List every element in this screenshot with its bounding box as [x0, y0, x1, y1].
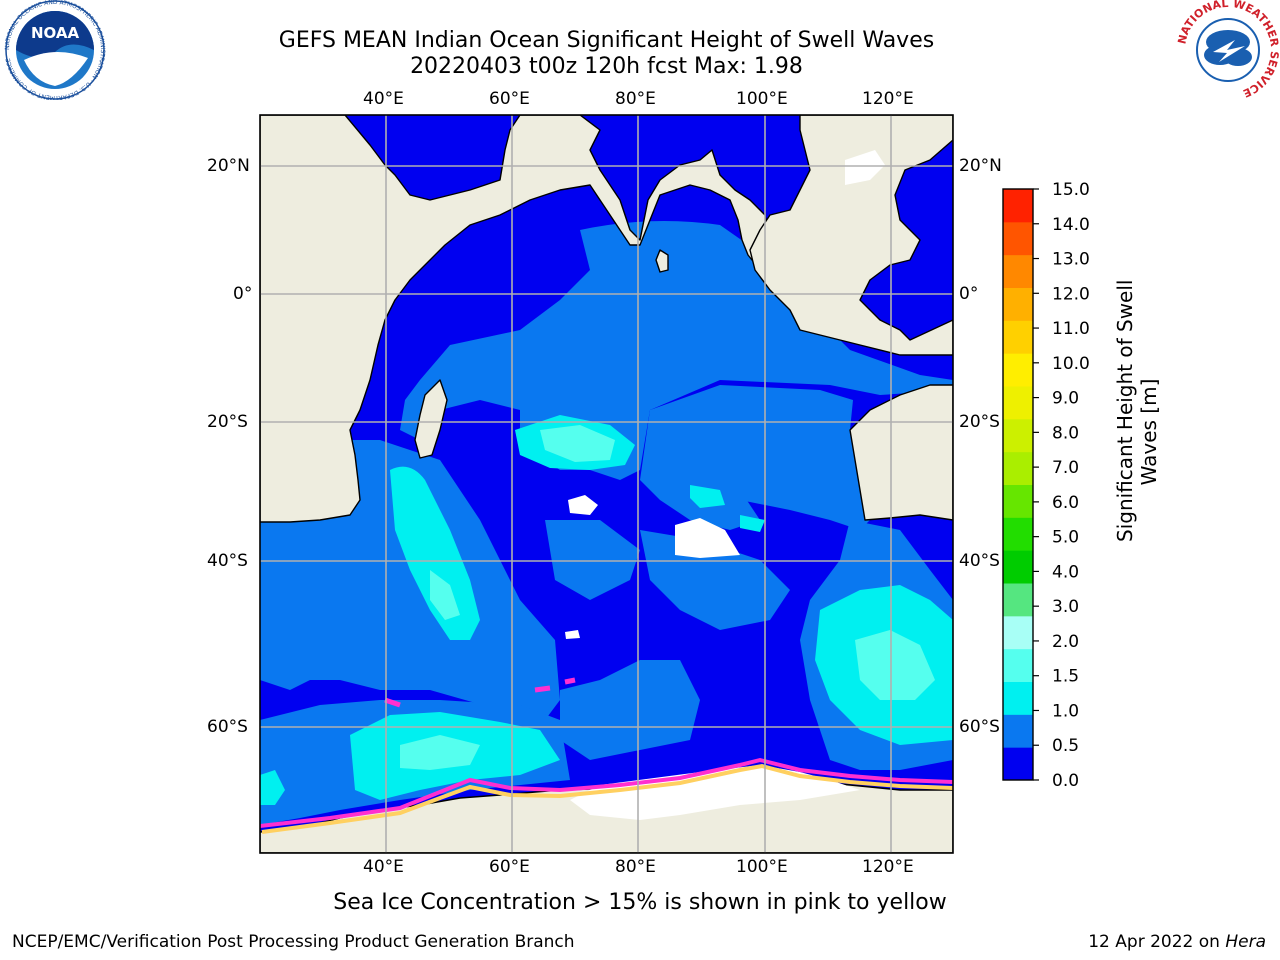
colorbar-segment — [1003, 615, 1033, 650]
colorbar-tick-label: 1.5 — [1052, 667, 1079, 687]
sea-ice-edge — [260, 677, 953, 834]
lon-tick-top-100e: 100°E — [736, 89, 788, 109]
colorbar-tick-label: 13.0 — [1052, 250, 1090, 270]
map-frame — [259, 114, 954, 854]
land-southeast-asia — [749, 115, 953, 356]
colorbar-tick-label: 12.0 — [1052, 284, 1090, 304]
lon-tick-top-60e: 60°E — [489, 89, 530, 109]
colorbar-segment — [1003, 583, 1033, 617]
colorbar-tick-label: 6.0 — [1052, 493, 1079, 513]
nws-logo: NATIONAL WEATHER SERVICE — [1175, 0, 1280, 100]
lat-tick-left-20n: 20°N — [207, 156, 250, 176]
footer-host: Hera — [1225, 932, 1266, 952]
colorbar-tick-label: 10.0 — [1052, 354, 1090, 374]
footer-date: 12 Apr 2022 on — [1088, 932, 1226, 952]
ice-shelf-white — [565, 150, 885, 820]
colorbar-tick-label: 0.0 — [1052, 771, 1079, 791]
colorbar-tick-label: 1.0 — [1052, 701, 1079, 721]
colorbar-label-line2: Waves [m] — [1137, 378, 1161, 486]
footer-left: NCEP/EMC/Verification Post Processing Pr… — [12, 932, 575, 952]
colorbar-segment — [1003, 386, 1033, 420]
colorbar-segment — [1003, 747, 1033, 781]
lon-tick-top-80e: 80°E — [615, 89, 656, 109]
colorbar-segment — [1003, 648, 1033, 682]
colorbar-tick-label: 5.0 — [1052, 528, 1079, 548]
colorbar-label-line1: Significant Height of Swell — [1113, 279, 1137, 542]
colorbar-segment — [1003, 714, 1033, 748]
lon-tick-top-40e: 40°E — [363, 89, 404, 109]
lat-tick-right-20n: 20°N — [959, 156, 1002, 176]
colorbar-segment — [1003, 484, 1033, 518]
colorbar-segment — [1003, 320, 1033, 354]
colorbar-tick-label: 11.0 — [1052, 319, 1090, 339]
graticule — [260, 115, 953, 853]
lat-tick-left-0: 0° — [233, 284, 253, 304]
colorbar-tick-label: 2.0 — [1052, 632, 1079, 652]
colorbar-tick-label: 7.0 — [1052, 458, 1079, 478]
lat-tick-left-20s: 20°S — [207, 412, 248, 432]
lon-tick-bottom-80e: 80°E — [615, 857, 656, 877]
colorbar-segment — [1003, 254, 1033, 288]
colorbar-segment — [1003, 451, 1033, 485]
land-madagascar — [414, 379, 448, 459]
noaa-logo-text: NOAA — [31, 24, 80, 42]
lon-tick-bottom-40e: 40°E — [363, 857, 404, 877]
lat-tick-left-40s: 40°S — [207, 551, 248, 571]
colorbar-segment — [1003, 287, 1033, 321]
lon-tick-bottom-120e: 120°E — [862, 857, 914, 877]
land-australia — [849, 384, 953, 521]
map-title: GEFS MEAN Indian Ocean Significant Heigh… — [278, 28, 935, 53]
colorbar-tick-label: 0.5 — [1052, 736, 1079, 756]
colorbar-segment — [1003, 550, 1033, 584]
land-sri-lanka — [655, 249, 669, 273]
colorbar-tick-label: 15.0 — [1052, 180, 1090, 200]
colorbar-frame — [1002, 188, 1034, 781]
colorbar-tick-label: 3.0 — [1052, 597, 1079, 617]
colorbar-segment — [1003, 353, 1033, 387]
lat-tick-right-0: 0° — [959, 284, 979, 304]
lon-tick-top-120e: 120°E — [862, 89, 914, 109]
colorbar-tick-label: 14.0 — [1052, 215, 1090, 235]
sea-ice-note: Sea Ice Concentration > 15% is shown in … — [333, 890, 947, 915]
colorbar-tick-label: 8.0 — [1052, 423, 1079, 443]
lon-tick-bottom-100e: 100°E — [736, 857, 788, 877]
map-subtitle: 20220403 t00z 120h fcst Max: 1.98 — [410, 54, 803, 79]
colorbar-tick-label: 9.0 — [1052, 389, 1079, 409]
swell-zone-15-20 — [400, 425, 935, 770]
colorbar-label: Significant Height of Swell Waves [m] — [1113, 279, 1161, 542]
colorbar-segment — [1003, 189, 1033, 223]
colorbar-segment — [1003, 221, 1033, 256]
lat-tick-right-20s: 20°S — [959, 412, 1000, 432]
colorbar: 0.0 0.5 1.0 1.5 2.0 3.0 4.0 5.0 6.0 7.0 8.0 9.0 10.0… — [1002, 180, 1090, 791]
colorbar-segment — [1003, 517, 1033, 551]
colorbar-segment — [1003, 418, 1033, 453]
colorbar-segment — [1003, 681, 1033, 715]
lon-tick-bottom-60e: 60°E — [489, 857, 530, 877]
lat-tick-right-40s: 40°S — [959, 551, 1000, 571]
map-area — [260, 115, 953, 853]
lat-tick-left-60s: 60°S — [207, 717, 248, 737]
footer-right: 12 Apr 2022 on Hera — [1088, 932, 1266, 952]
noaa-logo: NATIONAL OCEANIC AND ATMOSPHERIC ADMINIS… — [4, 0, 106, 100]
colorbar-tick-label: 4.0 — [1052, 562, 1079, 582]
lat-tick-right-60s: 60°S — [959, 717, 1000, 737]
